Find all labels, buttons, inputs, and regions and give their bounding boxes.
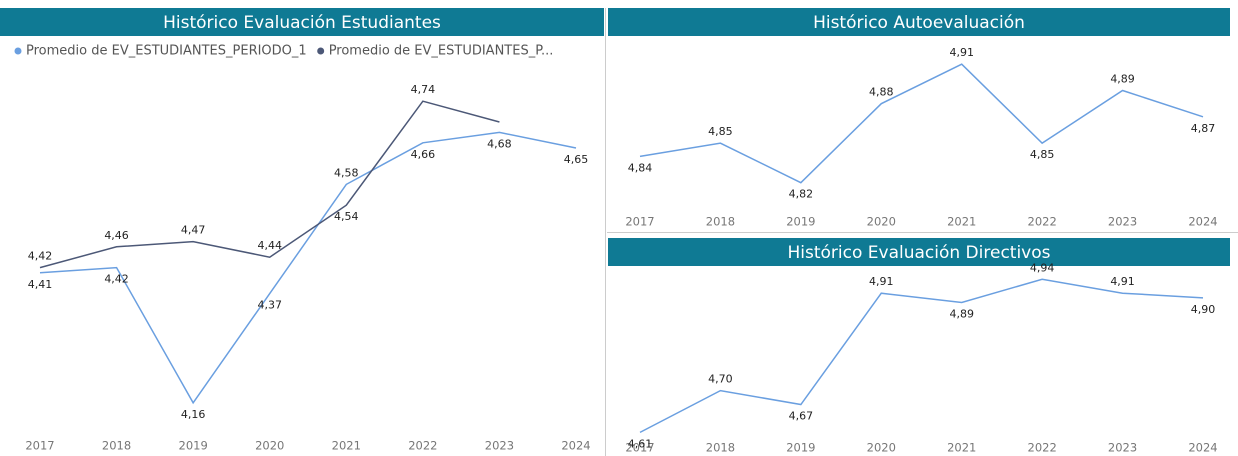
data-label: 4,85 <box>1030 148 1055 161</box>
series-line <box>639 63 1204 184</box>
data-label: 4,67 <box>789 410 814 423</box>
data-label: 4,65 <box>564 153 589 166</box>
x-tick-label: 2019 <box>786 441 815 455</box>
data-label: 4,89 <box>1110 73 1135 86</box>
x-tick-label: 2017 <box>625 441 654 455</box>
x-tick-label: 2018 <box>706 441 735 455</box>
chart-title: Histórico Evaluación Estudiantes <box>163 13 441 33</box>
x-tick-label: 2024 <box>561 439 590 453</box>
data-label: 4,44 <box>257 239 282 252</box>
series-line <box>39 100 500 269</box>
data-label: 4,68 <box>487 137 512 150</box>
title-bar <box>608 238 1230 266</box>
x-tick-label: 2020 <box>867 441 896 455</box>
data-label: 4,82 <box>789 188 814 201</box>
series-line <box>39 131 577 405</box>
data-label: 4,90 <box>1191 303 1216 316</box>
x-tick-label: 2023 <box>485 439 514 453</box>
data-label: 4,61 <box>628 437 653 450</box>
x-tick-label: 2023 <box>1108 441 1137 455</box>
data-label: 4,47 <box>181 224 206 237</box>
x-tick-label: 2019 <box>786 215 815 229</box>
x-tick-label: 2022 <box>1028 215 1057 229</box>
data-label: 4,91 <box>1110 275 1135 288</box>
data-label: 4,42 <box>28 250 53 263</box>
x-tick-label: 2021 <box>947 215 976 229</box>
x-tick-label: 2018 <box>102 439 131 453</box>
data-label: 4,94 <box>1030 261 1055 274</box>
title-bar <box>608 8 1230 36</box>
data-label: 4,84 <box>628 161 653 174</box>
data-label: 4,58 <box>334 166 359 179</box>
data-label: 4,41 <box>28 278 53 291</box>
legend-marker <box>317 47 325 55</box>
x-tick-label: 2022 <box>1028 441 1057 455</box>
data-label: 4,89 <box>949 307 974 320</box>
data-label: 4,88 <box>869 86 894 99</box>
data-label: 4,85 <box>708 125 733 138</box>
data-label: 4,42 <box>104 273 129 286</box>
legend-label: Promedio de EV_ESTUDIANTES_PERIODO_1 <box>26 44 307 59</box>
x-tick-label: 2020 <box>255 439 284 453</box>
data-label: 4,70 <box>708 373 733 386</box>
chart-title: Histórico Autoevaluación <box>813 13 1025 33</box>
legend-marker <box>14 47 22 55</box>
x-tick-label: 2024 <box>1188 441 1217 455</box>
title-bar <box>0 8 604 36</box>
x-tick-label: 2018 <box>706 215 735 229</box>
x-tick-label: 2019 <box>179 439 208 453</box>
chart-title: Histórico Evaluación Directivos <box>787 243 1050 263</box>
data-label: 4,46 <box>104 229 129 242</box>
x-tick-label: 2021 <box>947 441 976 455</box>
data-label: 4,87 <box>1191 122 1216 135</box>
x-tick-label: 2020 <box>867 215 896 229</box>
legend-label: Promedio de EV_ESTUDIANTES_P... <box>329 44 554 59</box>
data-label: 4,37 <box>257 299 282 312</box>
x-tick-label: 2017 <box>625 215 654 229</box>
data-label: 4,74 <box>411 83 436 96</box>
data-label: 4,66 <box>411 148 436 161</box>
data-label: 4,91 <box>949 46 974 59</box>
x-tick-label: 2021 <box>332 439 361 453</box>
x-tick-label: 2023 <box>1108 215 1137 229</box>
x-tick-label: 2024 <box>1188 215 1217 229</box>
x-tick-label: 2017 <box>25 439 54 453</box>
data-label: 4,54 <box>334 210 359 223</box>
series-line <box>639 278 1204 434</box>
data-label: 4,16 <box>181 408 206 421</box>
data-label: 4,91 <box>869 275 894 288</box>
x-tick-label: 2022 <box>408 439 437 453</box>
